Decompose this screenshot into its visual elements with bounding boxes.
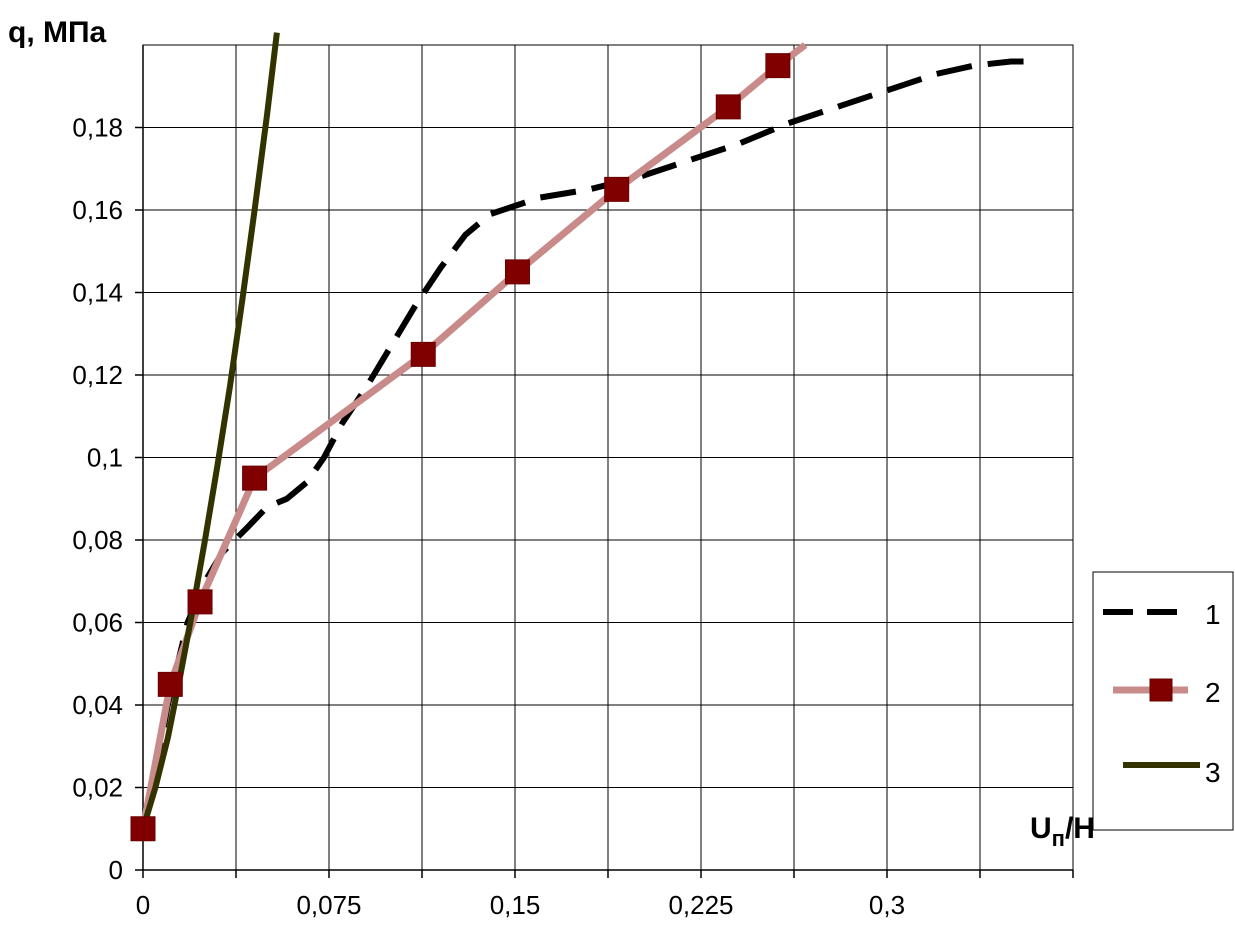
x-tick-label: 0,15 [490,890,541,920]
series-markers [130,53,791,842]
y-tick-label: 0 [109,855,123,885]
series-lines [139,32,1036,830]
data-point-series-2 [765,53,791,79]
y-axis-title: q, МПа [8,16,107,49]
legend-marker-2 [1149,678,1173,702]
data-point-series-2 [715,94,741,120]
data-point-series-2 [187,589,213,615]
x-tick-label: 0,075 [296,890,361,920]
x-axis-title-main: U [1030,812,1052,845]
y-tick-label: 0,16 [72,195,123,225]
x-axis-title-tail: /H [1065,812,1095,845]
y-tick-label: 0,06 [72,608,123,638]
x-axis-title: Uп/H [1030,812,1095,851]
data-point-series-2 [242,465,268,491]
y-tick-label: 0,1 [87,443,123,473]
y-tick-label: 0,12 [72,360,123,390]
grid [143,45,1073,870]
x-tick-label: 0,3 [869,890,905,920]
data-point-series-2 [504,259,530,285]
series-line-2 [139,42,808,830]
y-tick-label: 0,14 [72,278,123,308]
y-tick-label: 0,04 [72,690,123,720]
legend: 1 2 3 [1092,571,1234,831]
legend-label-2: 2 [1205,677,1221,708]
series-line-1 [140,58,1036,830]
x-tick-label: 0 [136,890,150,920]
y-tick-label: 0,08 [72,525,123,555]
axis-ticks: 0 0,02 0,04 0,06 0,08 0,1 0,12 0,14 0,16 0,18 0 0,0… [72,113,1074,920]
data-point-series-2 [157,671,183,697]
series-line-3 [140,32,280,830]
legend-label-3: 3 [1205,757,1221,788]
y-tick-label: 0,02 [72,773,123,803]
data-point-series-2 [410,341,436,367]
x-tick-label: 0,225 [668,890,733,920]
data-point-series-2 [130,816,156,842]
legend-label-1: 1 [1205,599,1221,630]
data-point-series-2 [604,176,630,202]
y-tick-label: 0,18 [72,113,123,143]
x-axis-title-subscript: п [1052,826,1065,851]
